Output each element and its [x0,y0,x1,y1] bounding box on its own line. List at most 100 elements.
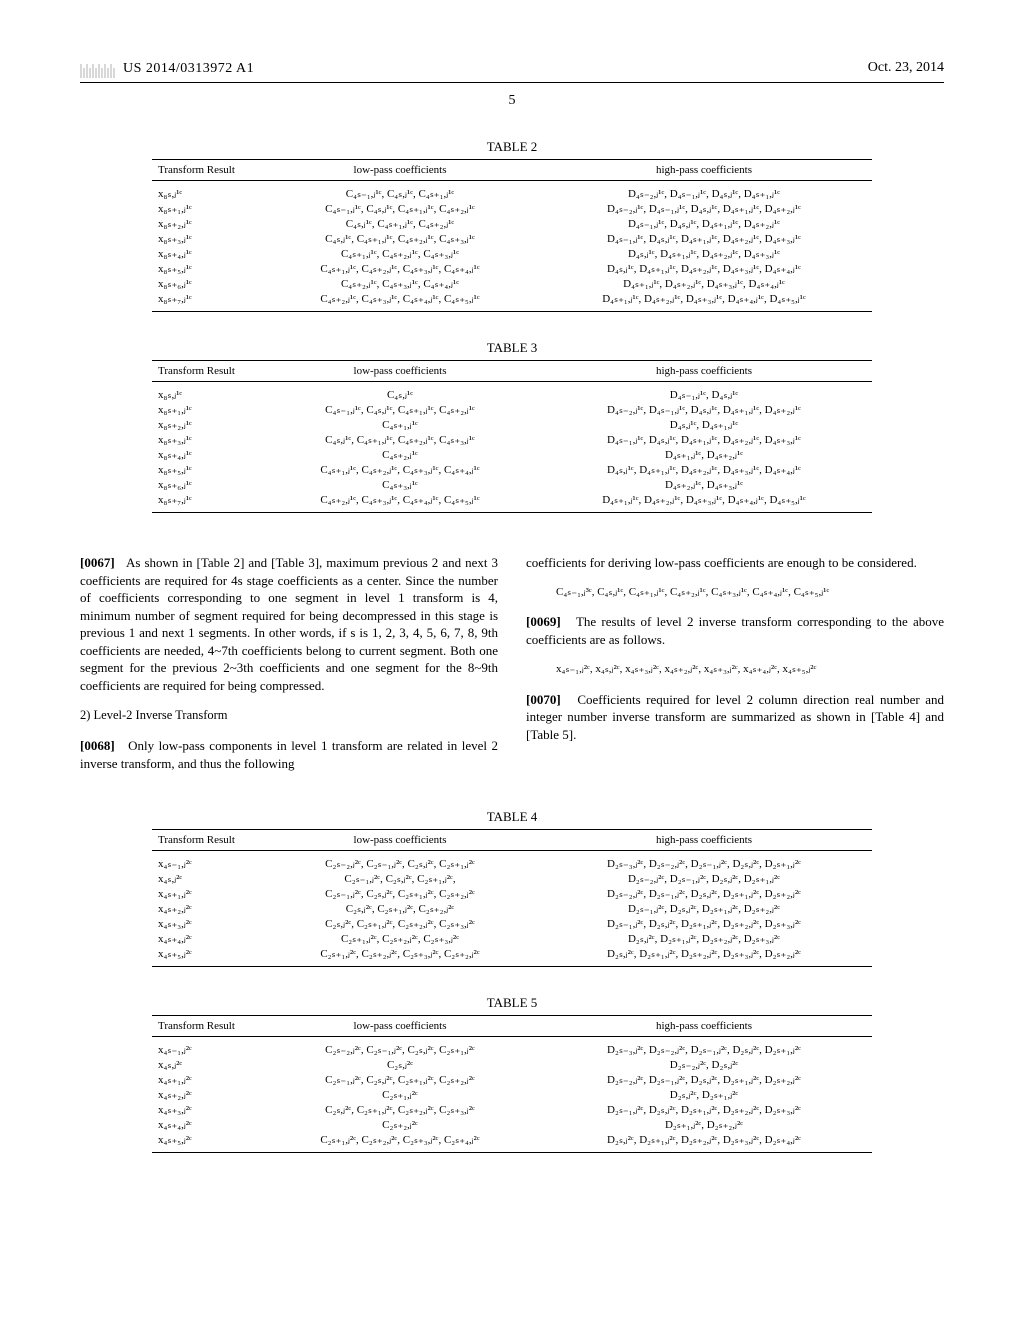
table-5-h2: high-pass coefficients [536,1016,872,1037]
table-cell: x₄ₛ₊₂,ⱼ²ᶜ [152,1087,264,1102]
table-4-h0: Transform Result [152,830,264,851]
table-cell: D₄ₛ₋₁,ⱼ¹ᶜ, D₄ₛ,ⱼ¹ᶜ [536,382,872,403]
table-row: x₈ₛ₊₃,ⱼ¹ᶜC₄ₛ,ⱼ¹ᶜ, C₄ₛ₊₁,ⱼ¹ᶜ, C₄ₛ₊₂,ⱼ¹ᶜ, … [152,231,872,246]
table-cell: D₄ₛ,ⱼ¹ᶜ, D₄ₛ₊₁,ⱼ¹ᶜ [536,417,872,432]
table-cell: x₈ₛ₊₆,ⱼ¹ᶜ [152,276,264,291]
table-cell: x₈ₛ,ⱼ¹ᶜ [152,181,264,202]
para-68-label: [0068] [80,738,115,753]
para-69-text: The results of level 2 inverse transform… [526,614,944,647]
para-69-label: [0069] [526,614,561,629]
table-row: x₄ₛ₋₁,ⱼ²ᶜC₂ₛ₋₂,ⱼ²ᶜ, C₂ₛ₋₁,ⱼ²ᶜ, C₂ₛ,ⱼ²ᶜ, … [152,851,872,872]
table-cell: x₄ₛ₊₃,ⱼ²ᶜ [152,916,264,931]
table-cell: D₂ₛ₋₃,ⱼ²ᶜ, D₂ₛ₋₂,ⱼ²ᶜ, D₂ₛ₋₁,ⱼ²ᶜ, D₂ₛ,ⱼ²ᶜ… [536,851,872,872]
table-cell: x₄ₛ₊₅,ⱼ²ᶜ [152,946,264,967]
table-cell: D₂ₛ,ⱼ²ᶜ, D₂ₛ₊₁,ⱼ²ᶜ, D₂ₛ₊₂,ⱼ²ᶜ, D₂ₛ₊₃,ⱼ²ᶜ… [536,946,872,967]
section-2-heading: 2) Level-2 Inverse Transform [80,707,498,724]
table-cell: x₄ₛ₊₂,ⱼ²ᶜ [152,901,264,916]
table-cell: x₈ₛ₊₁,ⱼ¹ᶜ [152,201,264,216]
table-cell: C₂ₛ₊₁,ⱼ²ᶜ, C₂ₛ₊₂,ⱼ²ᶜ, C₂ₛ₊₃,ⱼ²ᶜ, C₂ₛ₊₂,ⱼ… [264,946,536,967]
table-row: x₈ₛ₊₁,ⱼ¹ᶜC₄ₛ₋₁,ⱼ¹ᶜ, C₄ₛ,ⱼ¹ᶜ, C₄ₛ₊₁,ⱼ¹ᶜ, … [152,201,872,216]
para-70-text: Coefficients required for level 2 column… [526,692,944,742]
table-cell: x₈ₛ₊₃,ⱼ¹ᶜ [152,432,264,447]
table-cell: C₂ₛ₋₂,ⱼ²ᶜ, C₂ₛ₋₁,ⱼ²ᶜ, C₂ₛ,ⱼ²ᶜ, C₂ₛ₊₁,ⱼ²ᶜ [264,1037,536,1058]
table-cell: C₂ₛ₊₁,ⱼ²ᶜ [264,1087,536,1102]
table-cell: C₂ₛ,ⱼ²ᶜ, C₂ₛ₊₁,ⱼ²ᶜ, C₂ₛ₊₂,ⱼ²ᶜ, C₂ₛ₊₃,ⱼ²ᶜ [264,1102,536,1117]
table-cell: x₄ₛ₊₁,ⱼ²ᶜ [152,1072,264,1087]
table-2-caption: TABLE 2 [152,139,872,155]
table-row: x₈ₛ₊₁,ⱼ¹ᶜC₄ₛ₋₁,ⱼ¹ᶜ, C₄ₛ,ⱼ¹ᶜ, C₄ₛ₊₁,ⱼ¹ᶜ, … [152,402,872,417]
table-2-grid: Transform Result low-pass coefficients h… [152,159,872,312]
barcode-icon [80,60,115,78]
table-cell: x₄ₛ,ⱼ²ᶜ [152,1057,264,1072]
table-3-h1: low-pass coefficients [264,361,536,382]
right-column: coefficients for deriving low-pass coeff… [526,541,944,785]
table-row: x₄ₛ₊₅,ⱼ²ᶜC₂ₛ₊₁,ⱼ²ᶜ, C₂ₛ₊₂,ⱼ²ᶜ, C₂ₛ₊₃,ⱼ²ᶜ… [152,946,872,967]
table-cell: D₄ₛ₊₁,ⱼ¹ᶜ, D₄ₛ₊₂,ⱼ¹ᶜ, D₄ₛ₊₃,ⱼ¹ᶜ, D₄ₛ₊₄,ⱼ… [536,291,872,312]
table-5-caption: TABLE 5 [152,995,872,1011]
table-cell: x₈ₛ₊₄,ⱼ¹ᶜ [152,246,264,261]
table-2-h2: high-pass coefficients [536,160,872,181]
table-row: x₄ₛ₊₂,ⱼ²ᶜC₂ₛ,ⱼ²ᶜ, C₂ₛ₊₁,ⱼ²ᶜ, C₂ₛ₊₂,ⱼ²ᶜD₂… [152,901,872,916]
table-cell: D₄ₛ,ⱼ¹ᶜ, D₄ₛ₊₁,ⱼ¹ᶜ, D₄ₛ₊₂,ⱼ¹ᶜ, D₄ₛ₊₃,ⱼ¹ᶜ… [536,462,872,477]
publication-number: US 2014/0313972 A1 [123,61,254,77]
table-cell: D₄ₛ,ⱼ¹ᶜ, D₄ₛ₊₁,ⱼ¹ᶜ, D₄ₛ₊₂,ⱼ¹ᶜ, D₄ₛ₊₃,ⱼ¹ᶜ [536,246,872,261]
table-row: x₄ₛ₋₁,ⱼ²ᶜC₂ₛ₋₂,ⱼ²ᶜ, C₂ₛ₋₁,ⱼ²ᶜ, C₂ₛ,ⱼ²ᶜ, … [152,1037,872,1058]
table-cell: D₄ₛ₊₁,ⱼ¹ᶜ, D₄ₛ₊₂,ⱼ¹ᶜ, D₄ₛ₊₃,ⱼ¹ᶜ, D₄ₛ₊₄,ⱼ… [536,276,872,291]
table-row: x₈ₛ₊₃,ⱼ¹ᶜC₄ₛ,ⱼ¹ᶜ, C₄ₛ₊₁,ⱼ¹ᶜ, C₄ₛ₊₂,ⱼ¹ᶜ, … [152,432,872,447]
table-cell: D₂ₛ,ⱼ²ᶜ, D₂ₛ₊₁,ⱼ²ᶜ [536,1087,872,1102]
table-row: x₄ₛ₊₂,ⱼ²ᶜC₂ₛ₊₁,ⱼ²ᶜD₂ₛ,ⱼ²ᶜ, D₂ₛ₊₁,ⱼ²ᶜ [152,1087,872,1102]
table-cell: C₄ₛ₊₂,ⱼ¹ᶜ, C₄ₛ₊₃,ⱼ¹ᶜ, C₄ₛ₊₄,ⱼ¹ᶜ, C₄ₛ₊₅,ⱼ… [264,291,536,312]
table-cell: C₄ₛ,ⱼ¹ᶜ [264,382,536,403]
para-67-text: As shown in [Table 2] and [Table 3], max… [80,555,498,693]
table-cell: C₄ₛ₊₁,ⱼ¹ᶜ [264,417,536,432]
table-cell: D₄ₛ₋₂,ⱼ¹ᶜ, D₄ₛ₋₁,ⱼ¹ᶜ, D₄ₛ,ⱼ¹ᶜ, D₄ₛ₊₁,ⱼ¹ᶜ [536,181,872,202]
table-cell: C₂ₛ,ⱼ²ᶜ, C₂ₛ₊₁,ⱼ²ᶜ, C₂ₛ₊₂,ⱼ²ᶜ, C₂ₛ₊₃,ⱼ²ᶜ [264,916,536,931]
table-5-h1: low-pass coefficients [264,1016,536,1037]
col2-lead: coefficients for deriving low-pass coeff… [526,554,944,572]
table-cell: C₂ₛ₊₁,ⱼ²ᶜ, C₂ₛ₊₂,ⱼ²ᶜ, C₂ₛ₊₃,ⱼ²ᶜ, C₂ₛ₊₄,ⱼ… [264,1132,536,1153]
table-cell: x₈ₛ₊₅,ⱼ¹ᶜ [152,261,264,276]
table-cell: D₄ₛ,ⱼ¹ᶜ, D₄ₛ₊₁,ⱼ¹ᶜ, D₄ₛ₊₂,ⱼ¹ᶜ, D₄ₛ₊₃,ⱼ¹ᶜ… [536,261,872,276]
equation-1: C₄ₛ₋₁,ⱼ³ᶜ, C₄ₛ,ⱼ¹ᶜ, C₄ₛ₊₁,ⱼ¹ᶜ, C₄ₛ₊₂,ⱼ¹ᶜ… [556,585,944,601]
table-cell: D₄ₛ₊₁,ⱼ¹ᶜ, D₄ₛ₊₂,ⱼ¹ᶜ [536,447,872,462]
table-3-h2: high-pass coefficients [536,361,872,382]
table-cell: C₄ₛ,ⱼ¹ᶜ, C₄ₛ₊₁,ⱼ¹ᶜ, C₄ₛ₊₂,ⱼ¹ᶜ, C₄ₛ₊₃,ⱼ¹ᶜ [264,231,536,246]
table-cell: D₂ₛ₋₂,ⱼ²ᶜ, D₂ₛ₋₁,ⱼ²ᶜ, D₂ₛ,ⱼ²ᶜ, D₂ₛ₊₁,ⱼ²ᶜ… [536,886,872,901]
table-cell: x₄ₛ₊₄,ⱼ²ᶜ [152,931,264,946]
table-4: TABLE 4 Transform Result low-pass coeffi… [152,809,872,967]
table-5-grid: Transform Result low-pass coefficients h… [152,1015,872,1153]
table-3-caption: TABLE 3 [152,340,872,356]
table-row: x₈ₛ₊₆,ⱼ¹ᶜC₄ₛ₊₃,ⱼ¹ᶜD₄ₛ₊₂,ⱼ¹ᶜ, D₄ₛ₊₃,ⱼ¹ᶜ [152,477,872,492]
table-cell: D₄ₛ₋₂,ⱼ¹ᶜ, D₄ₛ₋₁,ⱼ¹ᶜ, D₄ₛ,ⱼ¹ᶜ, D₄ₛ₊₁,ⱼ¹ᶜ… [536,402,872,417]
table-cell: C₂ₛ,ⱼ²ᶜ, C₂ₛ₊₁,ⱼ²ᶜ, C₂ₛ₊₂,ⱼ²ᶜ [264,901,536,916]
table-cell: x₈ₛ₊₂,ⱼ¹ᶜ [152,216,264,231]
table-row: x₄ₛ,ⱼ²ᶜC₂ₛ₋₁,ⱼ²ᶜ, C₂ₛ,ⱼ²ᶜ, C₂ₛ₊₁,ⱼ²ᶜ,D₂ₛ… [152,871,872,886]
table-cell: C₄ₛ₊₁,ⱼ¹ᶜ, C₄ₛ₊₂,ⱼ¹ᶜ, C₄ₛ₊₃,ⱼ¹ᶜ, C₄ₛ₊₄,ⱼ… [264,462,536,477]
table-row: x₄ₛ₊₁,ⱼ²ᶜC₂ₛ₋₁,ⱼ²ᶜ, C₂ₛ,ⱼ²ᶜ, C₂ₛ₊₁,ⱼ²ᶜ, … [152,886,872,901]
table-cell: x₈ₛ₊₂,ⱼ¹ᶜ [152,417,264,432]
table-cell: D₂ₛ₋₁,ⱼ²ᶜ, D₂ₛ,ⱼ²ᶜ, D₂ₛ₊₁,ⱼ²ᶜ, D₂ₛ₊₂,ⱼ²ᶜ… [536,916,872,931]
page-number: 5 [80,93,944,109]
equation-2: x₄ₛ₋₁,ⱼ²ᶜ, x₄ₛ,ⱼ²ᶜ, x₄ₛ₊₃,ⱼ²ᶜ, x₄ₛ₊₂,ⱼ²ᶜ… [556,662,944,678]
table-3-h0: Transform Result [152,361,264,382]
table-cell: D₄ₛ₋₁,ⱼ¹ᶜ, D₄ₛ,ⱼ¹ᶜ, D₄ₛ₊₁,ⱼ¹ᶜ, D₄ₛ₊₂,ⱼ¹ᶜ… [536,432,872,447]
table-cell: x₈ₛ₊₇,ⱼ¹ᶜ [152,291,264,312]
table-row: x₈ₛ₊₂,ⱼ¹ᶜC₄ₛ,ⱼ¹ᶜ, C₄ₛ₊₁,ⱼ¹ᶜ, C₄ₛ₊₂,ⱼ¹ᶜD₄… [152,216,872,231]
table-cell: C₄ₛ₊₂,ⱼ¹ᶜ [264,447,536,462]
table-cell: C₄ₛ₋₁,ⱼ¹ᶜ, C₄ₛ,ⱼ¹ᶜ, C₄ₛ₊₁,ⱼ¹ᶜ [264,181,536,202]
table-cell: C₂ₛ₋₂,ⱼ²ᶜ, C₂ₛ₋₁,ⱼ²ᶜ, C₂ₛ,ⱼ²ᶜ, C₂ₛ₊₁,ⱼ²ᶜ [264,851,536,872]
table-row: x₄ₛ₊₄,ⱼ²ᶜC₂ₛ₊₂,ⱼ²ᶜD₂ₛ₊₁,ⱼ²ᶜ, D₂ₛ₊₂,ⱼ²ᶜ [152,1117,872,1132]
table-4-h2: high-pass coefficients [536,830,872,851]
table-2-body: x₈ₛ,ⱼ¹ᶜC₄ₛ₋₁,ⱼ¹ᶜ, C₄ₛ,ⱼ¹ᶜ, C₄ₛ₊₁,ⱼ¹ᶜD₄ₛ₋… [152,181,872,312]
table-row: x₈ₛ₊₄,ⱼ¹ᶜC₄ₛ₊₁,ⱼ¹ᶜ, C₄ₛ₊₂,ⱼ¹ᶜ, C₄ₛ₊₃,ⱼ¹ᶜ… [152,246,872,261]
table-cell: x₄ₛ₊₄,ⱼ²ᶜ [152,1117,264,1132]
table-cell: D₂ₛ,ⱼ²ᶜ, D₂ₛ₊₁,ⱼ²ᶜ, D₂ₛ₊₂,ⱼ²ᶜ, D₂ₛ₊₃,ⱼ²ᶜ… [536,1132,872,1153]
table-cell: C₂ₛ₋₁,ⱼ²ᶜ, C₂ₛ,ⱼ²ᶜ, C₂ₛ₊₁,ⱼ²ᶜ, C₂ₛ₊₂,ⱼ²ᶜ [264,886,536,901]
table-cell: C₄ₛ,ⱼ¹ᶜ, C₄ₛ₊₁,ⱼ¹ᶜ, C₄ₛ₊₂,ⱼ¹ᶜ, C₄ₛ₊₃,ⱼ¹ᶜ [264,432,536,447]
table-row: x₄ₛ₊₄,ⱼ²ᶜC₂ₛ₊₁,ⱼ²ᶜ, C₂ₛ₊₂,ⱼ²ᶜ, C₂ₛ₊₃,ⱼ²ᶜ… [152,931,872,946]
table-row: x₄ₛ₊₅,ⱼ²ᶜC₂ₛ₊₁,ⱼ²ᶜ, C₂ₛ₊₂,ⱼ²ᶜ, C₂ₛ₊₃,ⱼ²ᶜ… [152,1132,872,1153]
table-cell: C₂ₛ₋₁,ⱼ²ᶜ, C₂ₛ,ⱼ²ᶜ, C₂ₛ₊₁,ⱼ²ᶜ, C₂ₛ₊₂,ⱼ²ᶜ [264,1072,536,1087]
table-4-h1: low-pass coefficients [264,830,536,851]
table-5-body: x₄ₛ₋₁,ⱼ²ᶜC₂ₛ₋₂,ⱼ²ᶜ, C₂ₛ₋₁,ⱼ²ᶜ, C₂ₛ,ⱼ²ᶜ, … [152,1037,872,1153]
table-cell: D₂ₛ,ⱼ²ᶜ, D₂ₛ₊₁,ⱼ²ᶜ, D₂ₛ₊₂,ⱼ²ᶜ, D₂ₛ₊₃,ⱼ²ᶜ [536,931,872,946]
